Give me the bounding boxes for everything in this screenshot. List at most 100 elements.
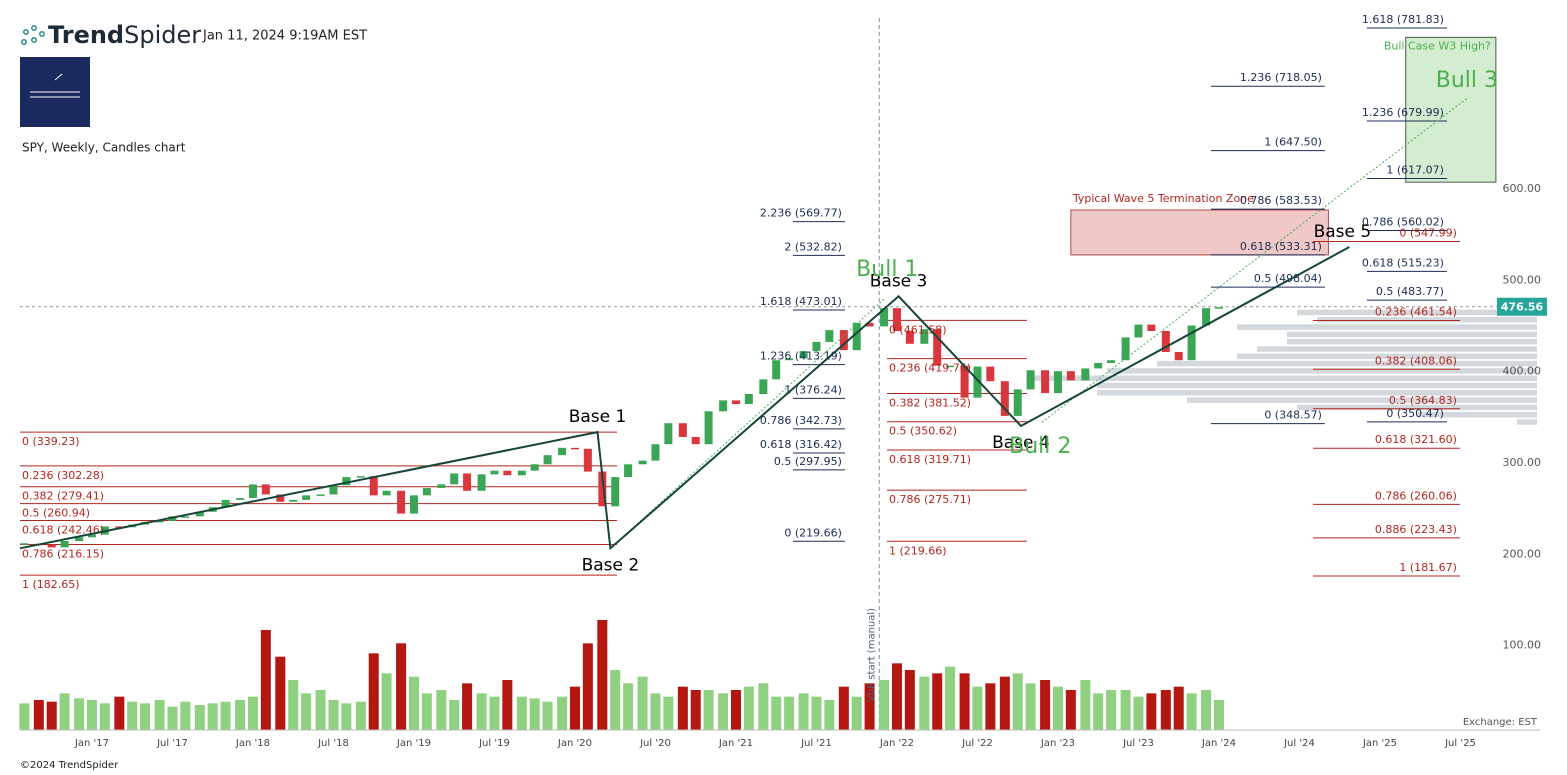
zone [1070,209,1329,256]
x-tick-label: Jan '18 [235,738,270,749]
candle [1094,362,1103,369]
candle [356,476,365,478]
x-tick-label: Jan '21 [718,738,753,749]
volume-bar [1186,693,1197,730]
volume-bar [315,690,326,730]
wave-label: Base 2 [582,555,640,575]
volume-profile-bar [1097,382,1537,389]
fib-label: 0.5 (498.04) [1254,272,1322,285]
candle [236,498,245,500]
volume-bar [1065,690,1076,730]
y-tick-label: 500.00 [1503,273,1542,286]
volume-bar [650,693,661,730]
volume-profile-bar [1287,331,1537,338]
candle [598,471,607,507]
volume-bar [127,701,138,730]
volume-bar [784,696,795,730]
volume-profile-bar [1517,419,1537,425]
volume-bar [1213,700,1224,730]
volume-bar [758,683,769,730]
candle [611,477,620,507]
fib-label: 0.5 (297.95) [774,455,842,468]
volume-bar [180,701,191,730]
candle [369,476,378,496]
candle [664,423,673,445]
candle [1121,337,1130,361]
volume-bar [891,663,902,730]
wave-label: Base 4 [992,433,1050,453]
volume-bar [999,676,1010,730]
x-tick-label: Jan '25 [1362,738,1397,749]
logo-line [54,73,63,81]
volume-bar [301,693,312,730]
fib-label: 1 (182.65) [22,578,80,591]
mid-layer [20,27,1469,577]
volume-bar [1040,680,1051,730]
volume-bar [46,701,57,730]
volume-bar [557,696,568,730]
candle [1107,360,1116,363]
volume-bar [582,643,593,730]
fib-label: 0.5 (260.94) [22,507,90,520]
x-tick-label: Jul '19 [478,738,510,749]
candle [892,308,901,331]
volume-bar [421,693,432,730]
volume-bar [288,680,299,730]
volume-bar [396,643,407,730]
candle [1202,308,1211,326]
x-tick-label: Jan '17 [74,738,109,749]
volume-bar [1106,690,1117,730]
brand-bold: Trend [48,21,124,49]
y-tick-label: 100.00 [1503,639,1542,652]
volume-bar [838,686,849,730]
last-price-box [1497,297,1547,316]
candle [719,400,728,412]
candle [651,444,660,461]
candle [1041,370,1050,394]
fib-label: 1 (617.07) [1386,163,1444,176]
volume-bar [637,676,648,730]
candle [60,540,69,548]
candle [759,379,768,394]
y-tick-label: 200.00 [1503,547,1542,560]
candle [397,490,406,514]
fib-label: 0.786 (216.15) [22,548,104,561]
copyright: ©2024 TrendSpider [20,760,119,771]
logo-marks [30,73,80,98]
x-tick-label: Jul '18 [317,738,349,749]
volume-bar [569,686,580,730]
channel-line [610,298,885,549]
volume-profile-bar [1417,411,1537,418]
wave-label: Base 1 [569,407,627,427]
candle [463,473,472,491]
volume-bar [476,693,487,730]
fib-label: 1.618 (781.83) [1362,13,1444,26]
fib-label: 0.786 (275.71) [889,493,971,506]
volume-bar [1160,690,1171,730]
volume-bar [167,706,178,730]
candle [115,526,124,528]
volume-bar [904,670,915,730]
candle [1161,330,1170,352]
x-tick-label: Jan '19 [396,738,431,749]
vbp-start-label: VbP start (manual) [866,608,877,702]
candle [920,329,929,344]
candle [1214,307,1223,309]
volume-bar [690,690,701,730]
candle [329,485,338,495]
candle [1053,371,1062,394]
volume-bar [919,676,930,730]
volume-bar [99,703,110,730]
front-layer: Jan '17 Jul '17 Jan '18 Jul '18 Jan '19 Jul '… [19,13,1547,749]
candle [865,322,874,327]
wave-label: Base 3 [870,271,928,291]
candle [933,329,942,366]
volume-bar [677,686,688,730]
candle [558,447,567,456]
candle [155,520,164,523]
candle [583,448,592,472]
fib-label: 0.5 (483.77) [1376,285,1444,298]
zone [1405,36,1497,183]
fib-label: 0.618 (533.31) [1240,240,1322,253]
